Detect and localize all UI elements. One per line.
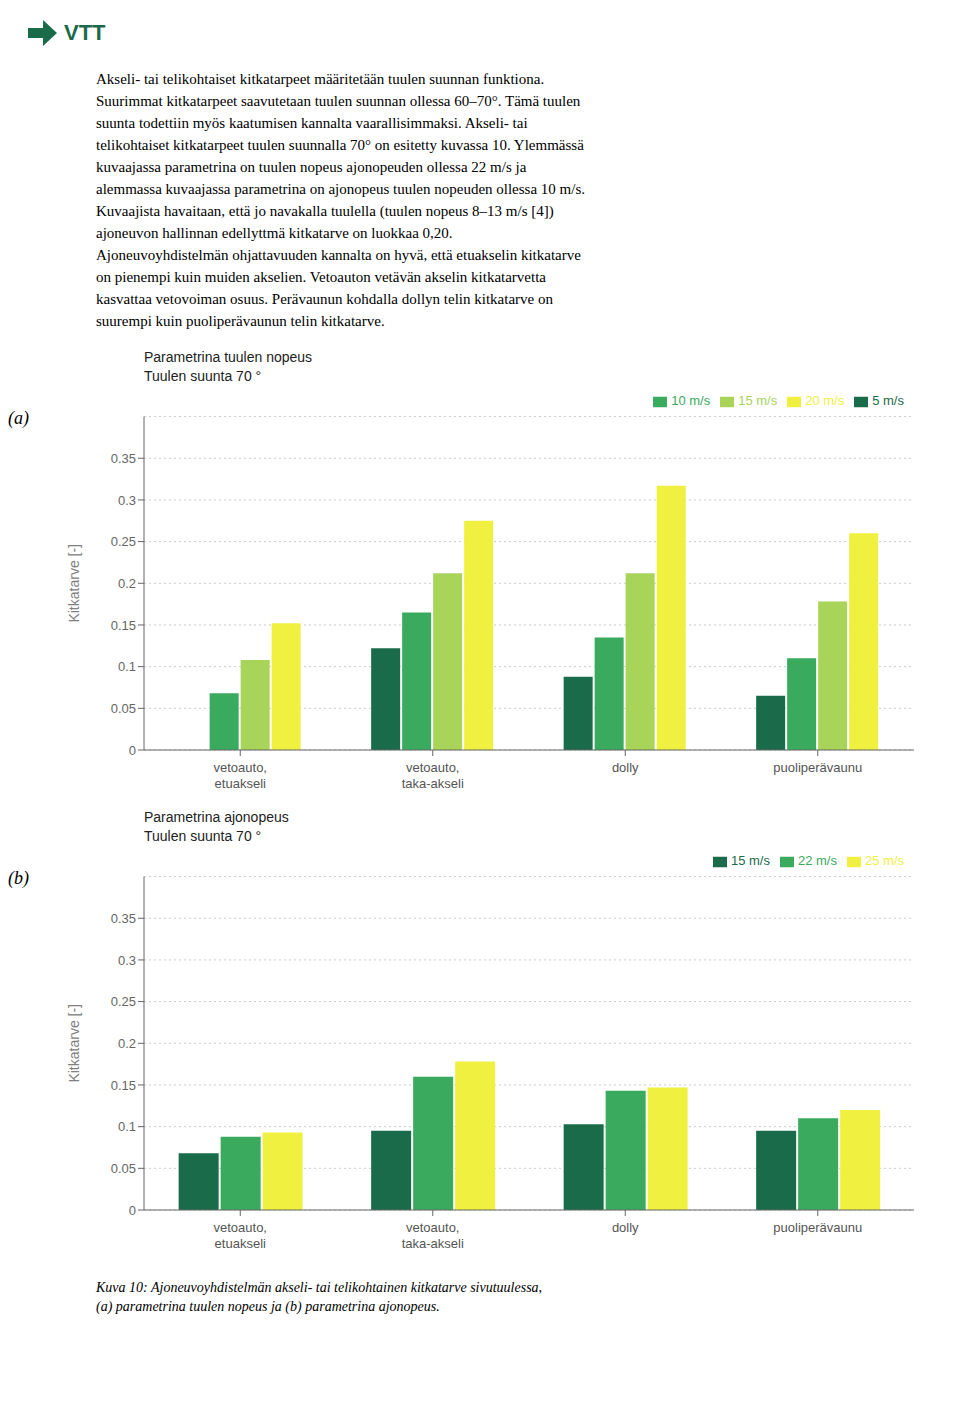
svg-text:vetoauto,taka-akseli: vetoauto,taka-akseli (402, 1220, 464, 1251)
svg-text:puoliperävaunu: puoliperävaunu (773, 760, 862, 775)
svg-text:0.1: 0.1 (118, 659, 136, 674)
html-text:Akseli- tai telikohtaiset kitk: Akseli- tai telikohtaiset kitkatarpeet m… (96, 71, 585, 329)
svg-text:0.35: 0.35 (111, 451, 136, 466)
svg-text:0.2: 0.2 (118, 576, 136, 591)
html-text:VTT: VTT (64, 20, 106, 45)
svg-text:0.25: 0.25 (111, 534, 136, 549)
html-text:5 m/s: 5 m/s (872, 393, 904, 408)
html-text:Tuulen suunta 70 °: Tuulen suunta 70 ° (144, 828, 262, 844)
html-text:(b): (b) (8, 868, 29, 888)
html-text:20 m/s: 20 m/s (805, 393, 845, 408)
svg-text:0.05: 0.05 (111, 701, 136, 716)
html-text:Parametrina tuulen nopeus: Parametrina tuulen nopeus (144, 349, 313, 365)
svg-text:0.15: 0.15 (111, 1078, 136, 1093)
svg-text:0.1: 0.1 (118, 1119, 136, 1134)
svg-text:Kitkatarve [-]: Kitkatarve [-] (66, 1004, 82, 1083)
svg-text:dolly: dolly (612, 760, 639, 775)
svg-text:0.05: 0.05 (111, 1161, 136, 1176)
html-text:15 m/s: 15 m/s (738, 393, 778, 408)
html-text:10 m/s: 10 m/s (671, 393, 711, 408)
svg-text:0.3: 0.3 (118, 493, 136, 508)
svg-text:vetoauto,taka-akseli: vetoauto,taka-akseli (402, 760, 464, 791)
html-text:(a): (a) (8, 408, 29, 428)
svg-text:0.25: 0.25 (111, 994, 136, 1009)
svg-text:0.2: 0.2 (118, 1036, 136, 1051)
svg-text:vetoauto,etuakseli: vetoauto,etuakseli (214, 760, 268, 791)
html-text:22 m/s: 22 m/s (798, 853, 837, 868)
svg-text:vetoauto,etuakseli: vetoauto,etuakseli (214, 1220, 268, 1251)
html-text:15 m/s: 15 m/s (731, 853, 770, 868)
svg-text:0: 0 (129, 1203, 136, 1218)
html-text:Tuulen suunta 70 °: Tuulen suunta 70 ° (144, 368, 262, 384)
svg-text:Kitkatarve [-]: Kitkatarve [-] (66, 544, 82, 623)
html-text:Parametrina ajonopeus: Parametrina ajonopeus (144, 809, 289, 825)
svg-text:puoliperävaunu: puoliperävaunu (773, 1220, 862, 1235)
svg-text:dolly: dolly (612, 1220, 639, 1235)
html-text:Kuva 10: Ajoneuvoyhdistelmän a: Kuva 10: Ajoneuvoyhdistelmän akseli- tai… (96, 1280, 543, 1314)
svg-text:0.35: 0.35 (111, 911, 136, 926)
svg-text:0.3: 0.3 (118, 953, 136, 968)
html-text:25 m/s: 25 m/s (865, 853, 904, 868)
svg-text:0: 0 (129, 743, 136, 758)
svg-text:0.15: 0.15 (111, 618, 136, 633)
